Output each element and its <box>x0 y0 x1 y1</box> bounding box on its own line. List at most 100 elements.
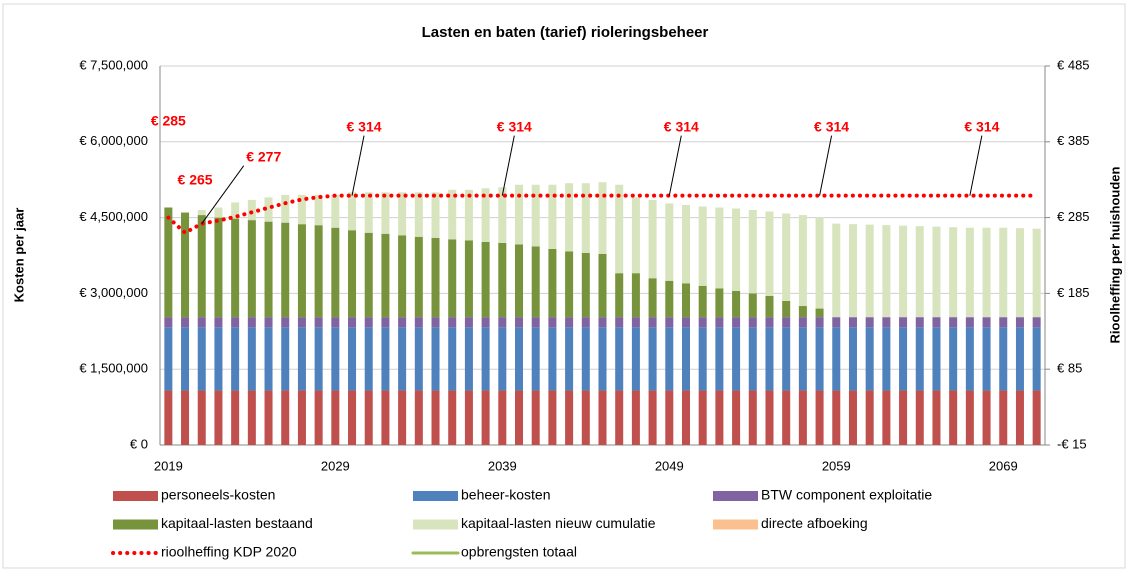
bar-segment <box>548 184 557 249</box>
bar-segment <box>498 187 507 243</box>
bar-segment <box>1032 390 1041 445</box>
bar-segment <box>815 317 824 328</box>
bar-segment <box>181 317 190 328</box>
bar-segment <box>932 226 941 318</box>
y2-axis-title: Rioolheffing per huishouden <box>1107 166 1122 343</box>
data-label: € 277 <box>246 148 281 164</box>
bar-segment <box>297 194 306 225</box>
bar-segment <box>314 225 323 318</box>
bar-segment <box>681 390 690 445</box>
data-label: € 265 <box>178 171 213 187</box>
bar-segment <box>631 317 640 328</box>
bar-segment <box>782 327 791 391</box>
bar-segment <box>464 317 473 328</box>
leader-line <box>201 165 245 224</box>
bar-segment <box>431 327 440 391</box>
chart-border <box>2 3 1126 569</box>
bar-segment <box>565 317 574 328</box>
bar-segment <box>915 390 924 445</box>
bar-segment <box>732 290 741 318</box>
bar-segment <box>899 390 908 445</box>
bar-segment <box>965 317 974 328</box>
bar-segment <box>398 192 407 236</box>
bar-segment <box>231 317 240 328</box>
bar-segment <box>581 252 590 318</box>
bar-segment <box>197 215 206 318</box>
bar-segment <box>765 327 774 391</box>
y2-tick-label: € 485 <box>1057 57 1090 72</box>
y-tick-label: € 1,500,000 <box>79 361 148 376</box>
line-series <box>166 193 1039 236</box>
y2-tick-label: -€ 15 <box>1057 436 1087 451</box>
bar-segment <box>648 390 657 445</box>
bar-segment <box>481 241 490 318</box>
bar-segment <box>648 199 657 279</box>
bar-segment <box>815 217 824 309</box>
bar-segment <box>448 317 457 328</box>
bar-segment <box>915 327 924 391</box>
bar-segment <box>331 390 340 445</box>
bar-segment <box>932 317 941 328</box>
bar-segment <box>515 390 524 445</box>
y-tick-label: € 4,500,000 <box>79 209 148 224</box>
bar-segment <box>681 317 690 328</box>
bar-segment <box>197 390 206 445</box>
leader-line <box>501 135 515 196</box>
bar-segment <box>681 283 690 318</box>
bar-segment <box>348 390 357 445</box>
bar-segment <box>247 317 256 328</box>
bar-segment <box>548 248 557 318</box>
bar-segment <box>698 390 707 445</box>
x-tick-label: 2069 <box>989 458 1018 473</box>
bar-segment <box>364 317 373 328</box>
bar-segment <box>598 182 607 254</box>
bar-segment <box>231 327 240 391</box>
bar-segment <box>665 317 674 328</box>
bar-segment <box>481 327 490 391</box>
y-tick-label: € 7,500,000 <box>79 57 148 72</box>
bar-segment <box>965 227 974 318</box>
bar-segment <box>615 327 624 391</box>
bar-segment <box>965 390 974 445</box>
bar-segment <box>297 317 306 328</box>
bar-segment <box>348 327 357 391</box>
bar-segment <box>214 317 223 328</box>
bar-segment <box>565 327 574 391</box>
bar-segment <box>348 192 357 231</box>
bar-segment <box>431 192 440 238</box>
bar-segment <box>565 183 574 252</box>
bar-segment <box>832 223 841 318</box>
bar-segment <box>498 242 507 318</box>
bar-segment <box>197 210 206 216</box>
x-tick-label: 2059 <box>822 458 851 473</box>
bar-segment <box>381 317 390 328</box>
bar-segment <box>414 192 423 237</box>
bar-segment <box>748 210 757 294</box>
bar-segment <box>798 317 807 328</box>
data-label: € 285 <box>151 112 186 128</box>
bar-segment <box>531 327 540 391</box>
bar-segment <box>598 390 607 445</box>
bar-segment <box>164 327 173 391</box>
bar-segment <box>715 327 724 391</box>
bar-segment <box>247 220 256 318</box>
bar-segment <box>264 390 273 445</box>
x-tick-label: 2029 <box>321 458 350 473</box>
y-tick-label: € 3,000,000 <box>79 285 148 300</box>
bar-segment <box>999 227 1008 318</box>
bar-segment <box>698 317 707 328</box>
bar-segment <box>464 189 473 241</box>
bar-segment <box>214 327 223 391</box>
bar-segment <box>181 212 190 318</box>
bar-segment <box>782 317 791 328</box>
bar-segment <box>832 317 841 328</box>
bar-segment <box>748 390 757 445</box>
bar-segment <box>899 225 908 318</box>
bar-segment <box>832 390 841 445</box>
bar-segment <box>798 327 807 391</box>
bar-segment <box>832 327 841 391</box>
bar-segment <box>231 218 240 318</box>
bar-segment <box>848 317 857 328</box>
x-tick-label: 2039 <box>488 458 517 473</box>
data-label: € 314 <box>497 118 532 134</box>
